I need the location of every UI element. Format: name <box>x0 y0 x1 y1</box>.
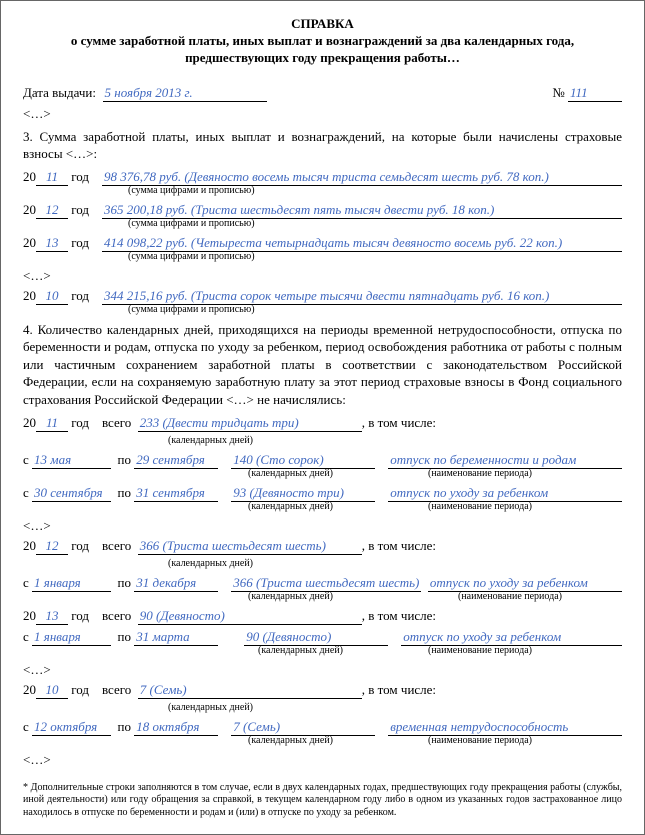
issue-num-label: № <box>552 85 564 101</box>
s4-y1-p2-to: 31 сентября <box>134 485 218 502</box>
s4-y4-total: 7 (Семь) <box>138 682 362 699</box>
s4-y4-p1-name: временная нетрудоспособность <box>388 719 622 736</box>
year-word: год <box>71 169 89 185</box>
s4-y4-p1-from: 12 октября <box>32 719 111 736</box>
s4-y1-yy: 11 <box>36 415 68 432</box>
s3-yy-3: 13 <box>36 235 68 252</box>
s4-y1-head: 20 11 год всего 233 (Двести тридцать три… <box>23 415 622 432</box>
s4-y3-total: 90 (Девяносто) <box>138 608 362 625</box>
s4-y1-p2-name: отпуск по уходу за ребенком <box>388 485 622 502</box>
s4-y4-head: 20 10 год всего 7 (Семь) , в том числе: <box>23 682 622 699</box>
s4-y3-p1-name: отпуск по уходу за ребенком <box>401 629 622 646</box>
s4-y1-p1-name: отпуск по беременности и родам <box>388 452 622 469</box>
s4-y2-p1-to: 31 декабря <box>134 575 218 592</box>
s4-y3-p1-to: 31 марта <box>134 629 218 646</box>
s4-y2-p1-name: отпуск по уходу за ребенком <box>428 575 622 592</box>
title-line1: СПРАВКА <box>23 16 622 33</box>
s4-y1-p2-days: 93 (Девяносто три) <box>231 485 375 502</box>
s4-y1-p1-to: 29 сентября <box>134 452 218 469</box>
s4-y2-head: 20 12 год всего 366 (Триста шестьдесят ш… <box>23 538 622 555</box>
s4-y1-p2-from: 30 сентября <box>32 485 111 502</box>
s4-y4-p1: с 12 октября по 18 октября 7 (Семь) врем… <box>23 719 622 736</box>
s4-y1-p1-days: 140 (Сто сорок) <box>231 452 375 469</box>
title-line3: предшествующих году прекращения работы… <box>23 50 622 67</box>
s3-yy-2: 12 <box>36 202 68 219</box>
ellipsis: <…> <box>23 106 622 122</box>
s4-y2-p1: с 1 января по 31 декабря 366 (Триста шес… <box>23 575 622 592</box>
s4-y2-p1-from: 1 января <box>32 575 111 592</box>
s3-amount-1: 98 376,78 руб. (Девяносто восемь тысяч т… <box>102 169 622 186</box>
sum-caption: (сумма цифрами и прописью) <box>128 185 622 196</box>
footnote: * Дополнительные строки заполняются в то… <box>23 782 622 820</box>
s4-y3-p1-days: 90 (Девяносто) <box>244 629 388 646</box>
s4-y3-head: 20 13 год всего 90 (Девяносто) , в том ч… <box>23 608 622 625</box>
document-title: СПРАВКА о сумме заработной платы, иных в… <box>23 16 622 67</box>
s4-y1-total: 233 (Двести тридцать три) <box>138 415 362 432</box>
s3-amount-3: 414 098,22 руб. (Четыреста четырнадцать … <box>102 235 622 252</box>
issue-date-label: Дата выдачи: <box>23 85 96 101</box>
s4-y4-yy: 10 <box>36 682 68 699</box>
s4-y1-p1-from: 13 мая <box>32 452 111 469</box>
section4-text: 4. Количество календарных дней, приходящ… <box>23 321 622 409</box>
vtomchisle: , в том числе: <box>362 415 436 431</box>
s4-y1-p2: с 30 сентября по 31 сентября 93 (Девянос… <box>23 485 622 502</box>
s4-y3-p1: с 1 января по 31 марта 90 (Девяносто) от… <box>23 629 622 646</box>
s3-row-3: 20 13 год 414 098,22 руб. (Четыреста чет… <box>23 235 622 252</box>
issue-num-value: 111 <box>568 85 622 102</box>
s4-y3-yy: 13 <box>36 608 68 625</box>
issue-row: Дата выдачи: 5 ноября 2013 г. № 111 <box>23 85 622 102</box>
s4-y3-p1-from: 1 января <box>32 629 111 646</box>
s3-yy-1: 11 <box>36 169 68 186</box>
s4-y1-p1: с 13 мая по 29 сентября 140 (Сто сорок) … <box>23 452 622 469</box>
s4-y4-p1-to: 18 октября <box>134 719 218 736</box>
s3-amount-extra: 344 215,16 руб. (Триста сорок четыре тыс… <box>102 288 622 305</box>
s4-y4-p1-days: 7 (Семь) <box>231 719 375 736</box>
s4-y2-total: 366 (Триста шестьдесят шесть) <box>138 538 362 555</box>
s4-y2-p1-days: 366 (Триста шестьдесят шесть) <box>231 575 421 592</box>
s3-row-2: 20 12 год 365 200,18 руб. (Триста шестьд… <box>23 202 622 219</box>
section3-text: 3. Сумма заработной платы, иных выплат и… <box>23 128 622 163</box>
s3-row-extra: 20 10 год 344 215,16 руб. (Триста сорок … <box>23 288 622 305</box>
s3-yy-extra: 10 <box>36 288 68 305</box>
vsego-label: всего <box>102 415 131 431</box>
title-line2: о сумме заработной платы, иных выплат и … <box>23 33 622 50</box>
s3-row-1: 20 11 год 98 376,78 руб. (Девяносто восе… <box>23 169 622 186</box>
issue-date-value: 5 ноября 2013 г. <box>103 85 267 102</box>
s3-amount-2: 365 200,18 руб. (Триста шестьдесят пять … <box>102 202 622 219</box>
s4-y2-yy: 12 <box>36 538 68 555</box>
year-prefix: 20 <box>23 169 36 185</box>
